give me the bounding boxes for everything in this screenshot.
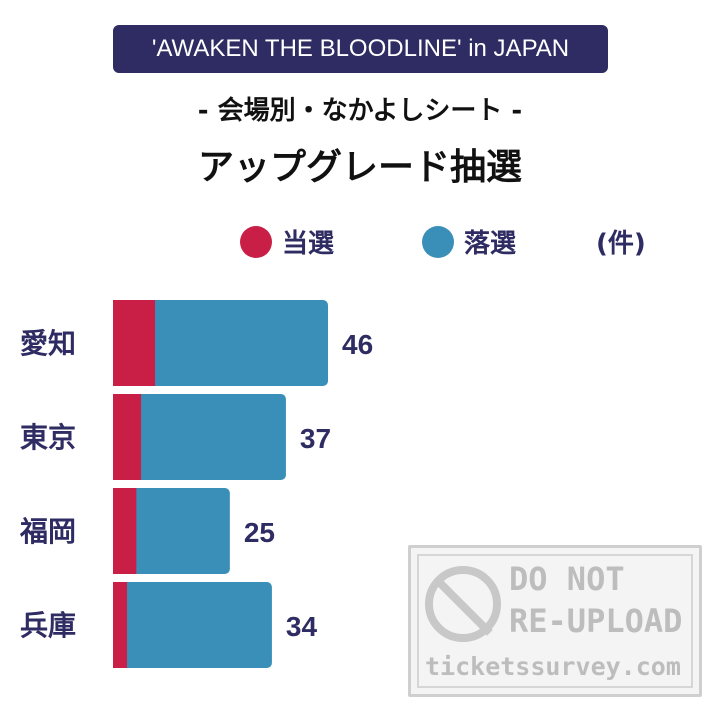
legend-swatch-won bbox=[240, 226, 272, 258]
value-label-3: 34 bbox=[286, 611, 318, 642]
bar-lost-1 bbox=[113, 394, 286, 480]
legend-label-lost: 落選 bbox=[464, 229, 516, 259]
watermark-url: ticketssurvey.com bbox=[425, 652, 681, 681]
bar-lost-0 bbox=[113, 300, 328, 386]
title-badge-text: 'AWAKEN THE BLOODLINE' in JAPAN bbox=[151, 35, 570, 62]
value-label-0: 46 bbox=[342, 329, 373, 360]
bar-won-2 bbox=[113, 488, 137, 574]
watermark-line2: RE-UPLOAD bbox=[509, 602, 683, 640]
watermark-stamp: DO NOT RE-UPLOAD ticketssurvey.com bbox=[408, 545, 702, 697]
category-label-2: 福岡 bbox=[19, 515, 76, 548]
prohibited-icon bbox=[425, 566, 501, 642]
watermark-line1: DO NOT bbox=[509, 560, 625, 598]
bar-won-1 bbox=[113, 394, 142, 480]
chart-subtitle: - 会場別・なかよしシート - bbox=[197, 96, 523, 126]
legend: 当選 落選 (件) bbox=[240, 226, 646, 259]
title-badge: 'AWAKEN THE BLOODLINE' in JAPAN bbox=[113, 25, 608, 73]
category-label-1: 東京 bbox=[20, 421, 76, 454]
value-label-1: 37 bbox=[300, 423, 331, 454]
bar-won-0 bbox=[113, 300, 156, 386]
bar-won-3 bbox=[113, 582, 128, 668]
legend-swatch-lost bbox=[422, 226, 454, 258]
watermark-border bbox=[417, 554, 693, 688]
bar-lost-2 bbox=[113, 488, 230, 574]
value-label-2: 25 bbox=[244, 517, 275, 548]
unit-label: (件) bbox=[596, 229, 646, 259]
legend-label-won: 当選 bbox=[282, 229, 334, 259]
bar-lost-3 bbox=[113, 582, 272, 668]
chart-title: アップグレード抽選 bbox=[197, 147, 522, 188]
category-label-3: 兵庫 bbox=[20, 609, 76, 642]
bars-group: 愛知 46 東京 37 福岡 25 兵庫 34 bbox=[19, 300, 373, 668]
category-label-0: 愛知 bbox=[20, 327, 76, 360]
